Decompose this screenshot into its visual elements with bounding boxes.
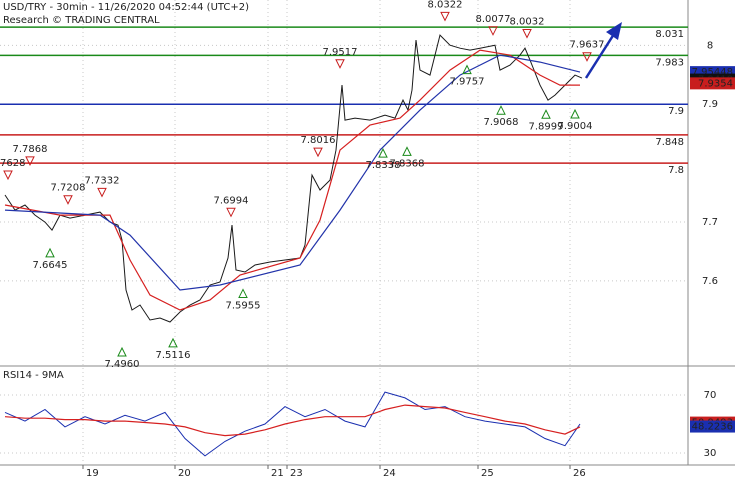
chart-subtitle: Research © TRADING CENTRAL: [3, 15, 160, 26]
y-tick-label: 7.7: [702, 217, 718, 228]
level-label: 7.983: [655, 57, 684, 68]
pivot-label: 7.8999: [529, 121, 564, 132]
chart-title: USD/TRY - 30min - 11/26/2020 04:52:44 (U…: [3, 2, 249, 13]
pivot-low-marker: [168, 337, 178, 348]
pivot-label: 7.7208: [51, 183, 86, 194]
price-tag: [690, 420, 735, 433]
x-tick-label: 26: [573, 468, 586, 479]
pivot-label: 8.0322: [428, 0, 463, 10]
price-tag-label: 7.95448: [692, 67, 733, 78]
series-line: [4, 391, 581, 457]
series-line: [4, 54, 581, 291]
x-tick-label: 23: [290, 468, 303, 479]
pivot-low-marker: [462, 64, 472, 75]
pivot-label: 7.7332: [85, 175, 120, 186]
pivot-high-marker: [226, 207, 236, 218]
pivot-high-marker: [63, 195, 73, 205]
pivot-label: 7.9004: [558, 121, 593, 132]
pivot-label: 7.9517: [323, 47, 358, 58]
x-tick-label: 25: [481, 468, 494, 479]
y-tick-label: 7.9: [702, 99, 718, 110]
pivot-high-marker: [488, 26, 498, 36]
pivot-low-marker: [570, 108, 580, 119]
level-label: 7.9: [668, 106, 684, 117]
price-tag: [690, 77, 735, 90]
pivot-label: 7.4960: [105, 359, 140, 370]
pivot-label: 7.9757: [450, 77, 485, 88]
pivot-label: 7.9068: [484, 117, 519, 128]
series-line: [4, 49, 580, 311]
pivot-label: 7.7628: [0, 158, 26, 169]
price-tag-label: 48.2236: [692, 422, 733, 433]
pivot-label: 7.7868: [13, 144, 48, 155]
pivot-label: 7.8368: [390, 158, 425, 169]
projection-arrow: [584, 33, 616, 79]
y-tick-label: 7.6: [702, 276, 718, 287]
pivot-label: 7.6645: [33, 260, 68, 271]
y-tick-label: 30: [704, 448, 717, 459]
level-label: 7.8: [668, 165, 684, 176]
pivot-high-marker: [522, 28, 532, 39]
pivot-label: 7.8016: [301, 135, 336, 146]
x-tick-label: 21: [271, 468, 284, 479]
y-tick-label: 70: [704, 390, 717, 401]
x-tick-label: 19: [86, 468, 99, 479]
series-line: [4, 34, 583, 323]
y-tick-label: 8: [707, 40, 713, 51]
pivot-low-marker: [402, 146, 412, 156]
arrow-head: [606, 22, 622, 40]
pivot-high-marker: [25, 156, 35, 166]
pivot-low-marker: [496, 105, 506, 115]
pivot-label: 7.5955: [226, 300, 261, 311]
x-tick-label: 24: [383, 468, 396, 479]
pivot-label: 8.0032: [510, 16, 545, 27]
pivot-high-marker: [335, 59, 345, 69]
rsi-title: RSI14 - 9MA: [3, 370, 64, 381]
pivot-label: 7.9637: [570, 40, 605, 51]
pivot-label: 7.6994: [214, 195, 249, 206]
pivot-label: 7.8338: [366, 160, 401, 171]
level-label: 8.031: [655, 29, 684, 40]
pivot-high-marker: [582, 52, 592, 62]
x-tick-label: 20: [178, 468, 191, 479]
pivot-label: 7.5116: [156, 350, 191, 361]
pivot-low-marker: [45, 247, 55, 258]
series-line: [4, 404, 581, 437]
pivot-low-marker: [378, 148, 388, 158]
pivot-low-marker: [541, 109, 551, 119]
pivot-high-marker: [3, 170, 13, 181]
pivot-high-marker: [440, 11, 450, 22]
pivot-low-marker: [238, 288, 248, 298]
level-label: 7.848: [655, 137, 684, 148]
pivot-label: 8.0077: [476, 14, 511, 25]
pivot-low-marker: [117, 346, 127, 357]
pivot-high-marker: [313, 147, 323, 158]
pivot-high-marker: [97, 187, 107, 198]
price-tag-label: 7.9354: [698, 78, 733, 89]
